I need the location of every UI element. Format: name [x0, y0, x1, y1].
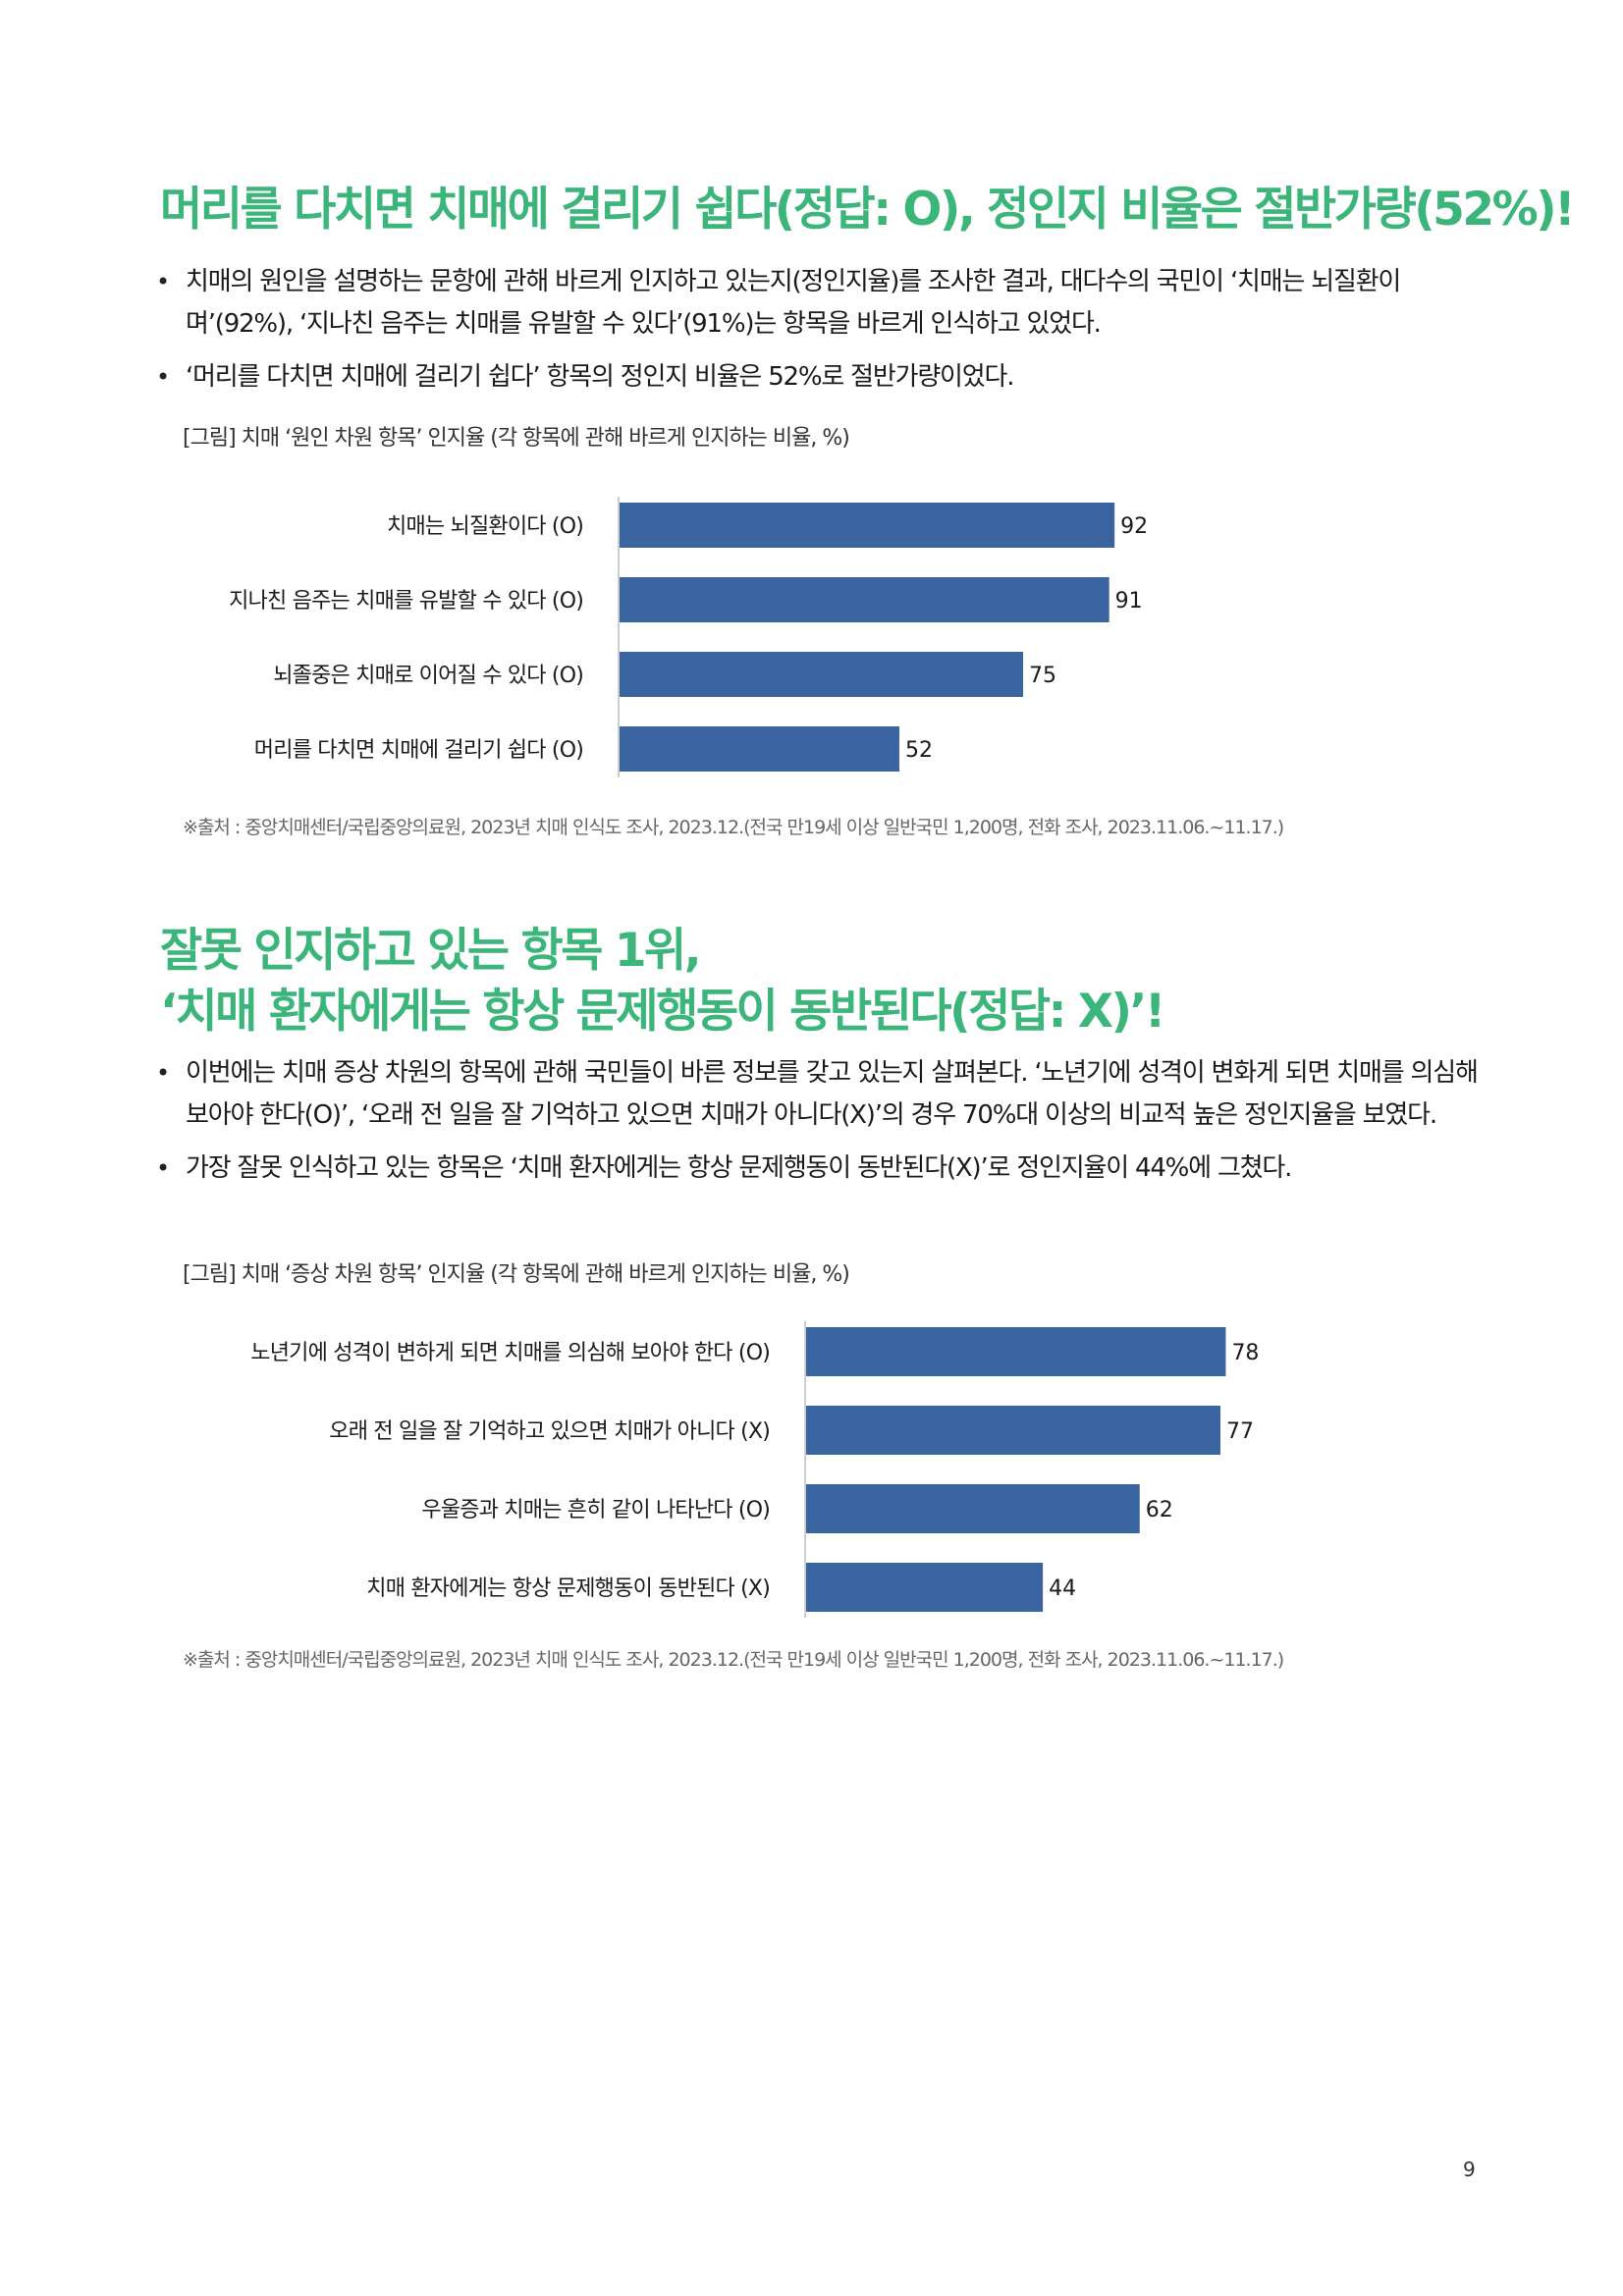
- chart2-caption: [그림] 치매 ‘증상 차원 항목’ 인지율 (각 항목에 관해 바르게 인지하…: [183, 1262, 850, 1287]
- section2-bullet-2: 가장 잘못 인식하고 있는 항목은 ‘치매 환자에게는 항상 문제행동이 동반된…: [152, 1148, 1483, 1190]
- chart2-bar: [806, 1563, 1044, 1612]
- chart2-bar: [806, 1327, 1226, 1376]
- chart2-symptom-awareness: 노년기에 성격이 변하게 되면 치매를 의심해 보아야 한다 (O) 78 오래 전…: [0, 1315, 1623, 1639]
- section2-bullet-list: 이번에는 치매 증상 차원의 항목에 관해 국민들이 바른 정보를 갖고 있는지…: [152, 1052, 1483, 1201]
- chart1-bar: [620, 577, 1109, 622]
- chart1-value-label: 91: [1115, 589, 1143, 614]
- chart2-bar: [806, 1406, 1220, 1455]
- section1-bullet-2: ‘머리를 다치면 치매에 걸리기 쉽다’ 항목의 정인지 비율은 52%로 절반…: [152, 356, 1483, 399]
- section1-bullet-1: 치매의 원인을 설명하는 문항에 관해 바르게 인지하고 있는지(정인지율)를 …: [152, 261, 1483, 346]
- chart2-category-label: 치매 환자에게는 항상 문제행동이 동반된다 (X): [366, 1576, 770, 1601]
- section2-title: 잘못 인지하고 있는 항목 1위, ‘치매 환자에게는 항상 문제행동이 동반된…: [160, 921, 1495, 1042]
- chart1-bar: [620, 503, 1115, 548]
- section2-bullet-1: 이번에는 치매 증상 차원의 항목에 관해 국민들이 바른 정보를 갖고 있는지…: [152, 1052, 1483, 1137]
- chart1-cause-awareness: 치매는 뇌질환이다 (O) 92 지나친 음주는 치매를 유발할 수 있다 (O) 9…: [0, 489, 1623, 783]
- chart2-value-label: 77: [1226, 1419, 1254, 1444]
- chart2-svg: 노년기에 성격이 변하게 되면 치매를 의심해 보아야 한다 (O) 78 오래 전…: [250, 1321, 1259, 1618]
- chart1-category-label: 치매는 뇌질환이다 (O): [387, 514, 583, 539]
- chart2-category-label: 오래 전 일을 잘 기억하고 있으면 치매가 아니다 (X): [329, 1419, 770, 1444]
- chart1-value-label: 75: [1029, 664, 1056, 688]
- chart1-category-label: 머리를 다치면 치매에 걸리기 쉽다 (O): [254, 738, 583, 763]
- chart1-value-label: 92: [1120, 514, 1148, 539]
- chart2-bar: [806, 1484, 1140, 1533]
- chart1-bar: [620, 726, 899, 772]
- chart1-caption: [그림] 치매 ‘원인 차원 항목’ 인지율 (각 항목에 관해 바르게 인지하…: [183, 426, 850, 451]
- section2-title-line2: ‘치매 환자에게는 항상 문제행동이 동반된다(정답: X)’!: [160, 985, 1165, 1039]
- chart1-source: ※출처 : 중앙치매센터/국립중앙의료원, 2023년 치매 인식도 조사, 2…: [183, 817, 1284, 838]
- chart2-category-label: 노년기에 성격이 변하게 되면 치매를 의심해 보아야 한다 (O): [250, 1341, 770, 1365]
- chart2-category-label: 우울증과 치매는 흔히 같이 나타난다 (O): [421, 1498, 770, 1522]
- chart1-value-label: 52: [905, 738, 933, 763]
- chart1-category-label: 지나친 음주는 치매를 유발할 수 있다 (O): [229, 589, 583, 614]
- page-number: 9: [1463, 2158, 1476, 2181]
- chart2-value-label: 78: [1231, 1341, 1259, 1365]
- chart2-source: ※출처 : 중앙치매센터/국립중앙의료원, 2023년 치매 인식도 조사, 2…: [183, 1649, 1284, 1671]
- section1-title: 머리를 다치면 치매에 걸리기 쉽다(정답: O), 정인지 비율은 절반가량(…: [160, 183, 1576, 237]
- section1-bullet-list: 치매의 원인을 설명하는 문항에 관해 바르게 인지하고 있는지(정인지율)를 …: [152, 261, 1483, 409]
- chart2-value-label: 62: [1146, 1498, 1173, 1522]
- chart1-svg: 치매는 뇌질환이다 (O) 92 지나친 음주는 치매를 유발할 수 있다 (O) 9…: [229, 497, 1148, 777]
- section2-title-line1: 잘못 인지하고 있는 항목 1위,: [160, 924, 702, 978]
- chart1-category-label: 뇌졸중은 치매로 이어질 수 있다 (O): [273, 664, 583, 688]
- chart1-bar: [620, 652, 1023, 697]
- chart2-value-label: 44: [1049, 1576, 1076, 1601]
